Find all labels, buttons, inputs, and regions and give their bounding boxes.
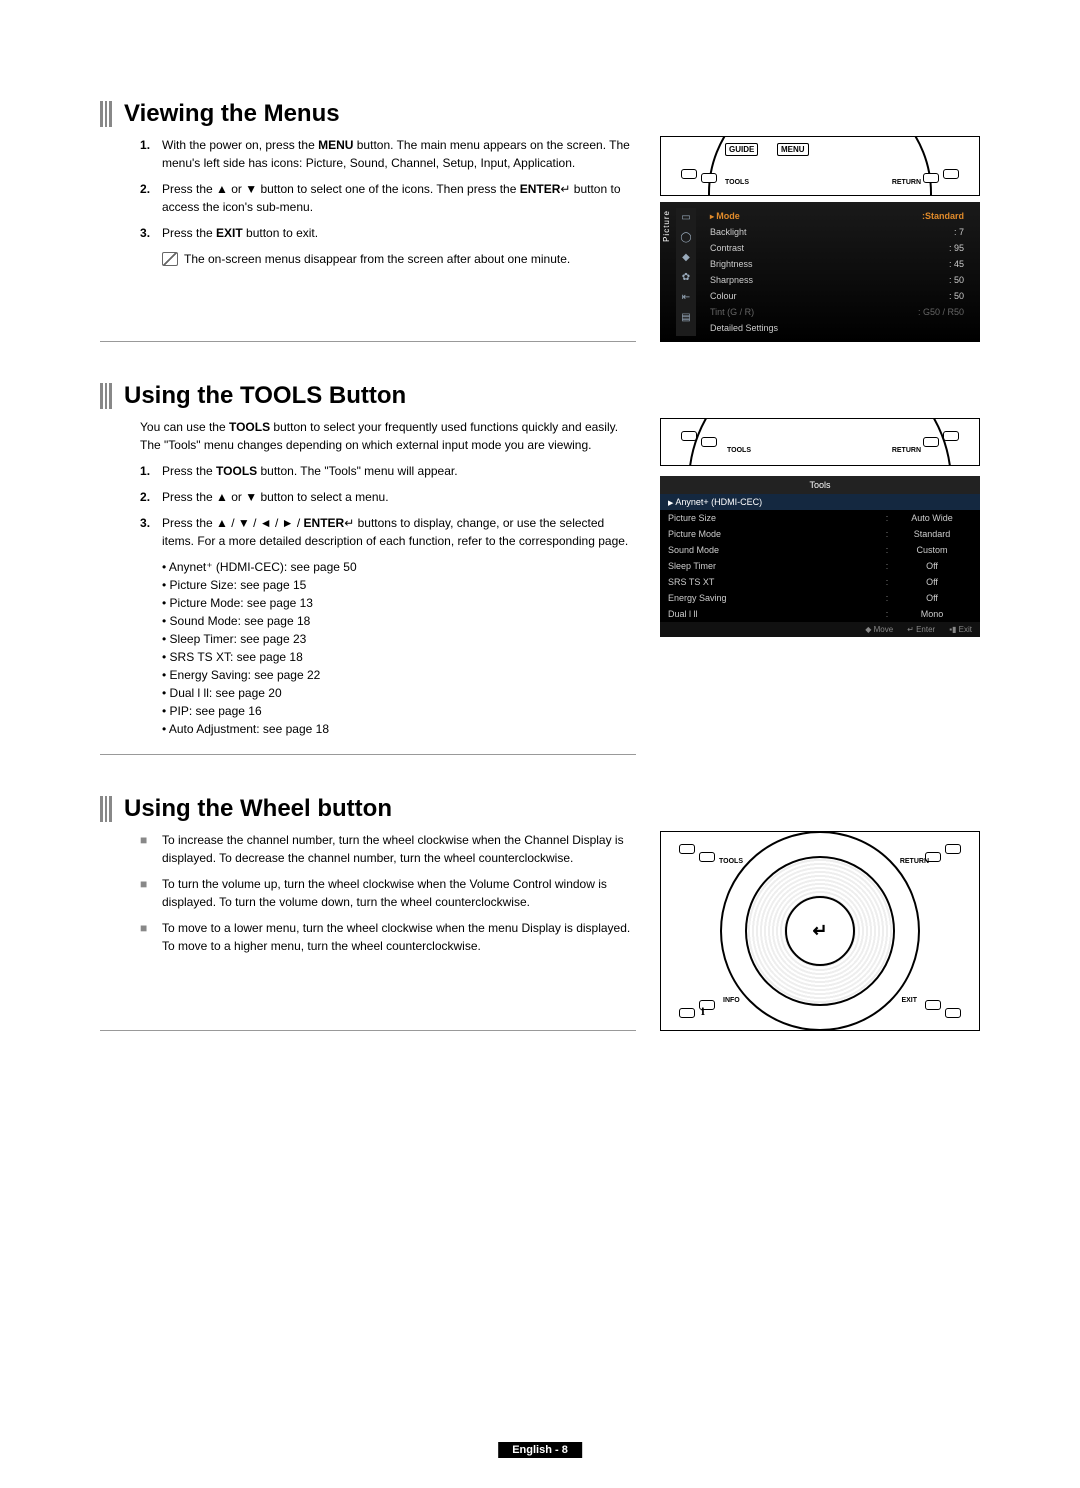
section-title: Using the TOOLS Button xyxy=(124,382,406,410)
list-item: Press the ▲ or ▼ button to select a menu… xyxy=(140,488,636,506)
bullet-item: Picture Mode: see page 13 xyxy=(162,594,636,612)
remote-small-btn[interactable] xyxy=(923,173,939,183)
list-item: To increase the channel number, turn the… xyxy=(140,831,636,867)
osd-row[interactable]: Detailed Settings xyxy=(704,320,970,336)
list-item: To turn the volume up, turn the wheel cl… xyxy=(140,875,636,911)
osd-row-head[interactable]: Mode:Standard xyxy=(704,208,970,224)
bullet-item: SRS TS XT: see page 18 xyxy=(162,648,636,666)
tools-label: TOOLS xyxy=(727,447,751,454)
remote-small-btn[interactable] xyxy=(945,844,961,854)
section-title: Viewing the Menus xyxy=(124,100,340,128)
heading-bars-icon xyxy=(100,383,112,409)
setup-icon: ✿ xyxy=(680,272,692,284)
remote-small-btn[interactable] xyxy=(699,852,715,862)
note: The on-screen menus disappear from the s… xyxy=(162,250,636,268)
channel-icon: ◆ xyxy=(680,252,692,264)
osd-row[interactable]: Contrast: 95 xyxy=(704,240,970,256)
remote-small-btn[interactable] xyxy=(679,1008,695,1018)
section-title: Using the Wheel button xyxy=(124,795,392,823)
osd-icon-rail: ▭ ◯ ◆ ✿ ⇤ ▤ xyxy=(676,208,696,336)
tools-osd-footer: ◆ Move ↵ Enter ▪▮ Exit xyxy=(660,622,980,637)
bullet-item: Sleep Timer: see page 23 xyxy=(162,630,636,648)
bullet-item: PIP: see page 16 xyxy=(162,702,636,720)
tools-row[interactable]: Sleep Timer:Off xyxy=(660,558,980,574)
osd-row[interactable]: Brightness: 45 xyxy=(704,256,970,272)
osd-row[interactable]: Tint (G / R): G50 / R50 xyxy=(704,304,970,320)
list-item: Press the ▲ or ▼ button to select one of… xyxy=(140,180,636,216)
osd-row[interactable]: Colour: 50 xyxy=(704,288,970,304)
remote-small-btn[interactable] xyxy=(925,1000,941,1010)
tools-label: TOOLS xyxy=(719,858,743,865)
enter-icon[interactable]: ↵ xyxy=(812,921,827,942)
app-icon: ▤ xyxy=(680,312,692,324)
list-item: Press the ▲ / ▼ / ◄ / ► / ENTER↵ buttons… xyxy=(140,514,636,550)
sound-icon: ◯ xyxy=(680,232,692,244)
remote-small-btn[interactable] xyxy=(945,1008,961,1018)
tools-label: TOOLS xyxy=(725,179,749,186)
input-icon: ⇤ xyxy=(680,292,692,304)
remote-small-btn[interactable] xyxy=(943,169,959,179)
footer-exit: ▪▮ Exit xyxy=(949,625,972,634)
remote-illustration: TOOLS RETURN xyxy=(660,418,980,466)
picture-icon: ▭ xyxy=(680,212,692,224)
exit-label: EXIT xyxy=(901,997,917,1004)
bullet-item: Auto Adjustment: see page 18 xyxy=(162,720,636,738)
return-label: RETURN xyxy=(900,858,929,865)
remote-illustration: GUIDE MENU TOOLS RETURN xyxy=(660,136,980,196)
page-number: English - 8 xyxy=(498,1442,582,1458)
wheel-illustration: ↵ TOOLS RETURN INFO EXIT ℹ xyxy=(660,831,980,1031)
list-item: With the power on, press the MENU button… xyxy=(140,136,636,172)
tools-row[interactable]: Picture Size:Auto Wide xyxy=(660,510,980,526)
picture-osd-menu: Picture ▭ ◯ ◆ ✿ ⇤ ▤ Mode:StandardBacklig… xyxy=(660,202,980,342)
bullet-item: Energy Saving: see page 22 xyxy=(162,666,636,684)
remote-small-btn[interactable] xyxy=(923,437,939,447)
list-item: To move to a lower menu, turn the wheel … xyxy=(140,919,636,955)
section-heading: Viewing the Menus xyxy=(100,100,980,128)
heading-bars-icon xyxy=(100,796,112,822)
tools-row[interactable]: Energy Saving:Off xyxy=(660,590,980,606)
remote-small-btn[interactable] xyxy=(701,437,717,447)
tools-row[interactable]: Picture Mode:Standard xyxy=(660,526,980,542)
tools-osd-highlight[interactable]: ▶ Anynet+ (HDMI-CEC) xyxy=(660,494,980,510)
section-tools-button: Using the TOOLS Button You can use the T… xyxy=(100,382,980,755)
list-item: Press the TOOLS button. The "Tools" menu… xyxy=(140,462,636,480)
section3-text: To increase the channel number, turn the… xyxy=(100,831,636,1031)
info-icon: ℹ xyxy=(701,1007,705,1018)
osd-row[interactable]: Backlight: 7 xyxy=(704,224,970,240)
bullet-item: Dual l ll: see page 20 xyxy=(162,684,636,702)
section-heading: Using the Wheel button xyxy=(100,795,980,823)
return-label: RETURN xyxy=(892,179,921,186)
bullet-item: Anynet⁺ (HDMI-CEC): see page 50 xyxy=(162,558,636,576)
remote-small-btn[interactable] xyxy=(679,844,695,854)
remote-small-btn[interactable] xyxy=(681,169,697,179)
heading-bars-icon xyxy=(100,101,112,127)
guide-button[interactable]: GUIDE xyxy=(725,143,758,156)
section-heading: Using the TOOLS Button xyxy=(100,382,980,410)
section2-intro: You can use the TOOLS button to select y… xyxy=(140,418,636,454)
footer-move: ◆ Move xyxy=(865,625,893,634)
bullet-item: Sound Mode: see page 18 xyxy=(162,612,636,630)
return-label: RETURN xyxy=(892,447,921,454)
section2-text: You can use the TOOLS button to select y… xyxy=(100,418,636,755)
osd-side-label: Picture xyxy=(662,210,671,242)
remote-small-btn[interactable] xyxy=(943,431,959,441)
osd-row[interactable]: Sharpness: 50 xyxy=(704,272,970,288)
footer-enter: ↵ Enter xyxy=(907,625,935,634)
remote-small-btn[interactable] xyxy=(681,431,697,441)
tools-row[interactable]: Dual l ll:Mono xyxy=(660,606,980,622)
tools-osd-title: Tools xyxy=(660,476,980,494)
tools-row[interactable]: SRS TS XT:Off xyxy=(660,574,980,590)
section-wheel-button: Using the Wheel button To increase the c… xyxy=(100,795,980,1031)
section-viewing-menus: Viewing the Menus With the power on, pre… xyxy=(100,100,980,342)
menu-button[interactable]: MENU xyxy=(777,143,809,156)
section1-text: With the power on, press the MENU button… xyxy=(100,136,636,342)
tools-osd-menu: Tools ▶ Anynet+ (HDMI-CEC) Picture Size:… xyxy=(660,476,980,637)
remote-small-btn[interactable] xyxy=(701,173,717,183)
tools-row[interactable]: Sound Mode:Custom xyxy=(660,542,980,558)
info-label: INFO xyxy=(723,997,740,1004)
list-item: Press the EXIT button to exit. xyxy=(140,224,636,242)
bullet-item: Picture Size: see page 15 xyxy=(162,576,636,594)
